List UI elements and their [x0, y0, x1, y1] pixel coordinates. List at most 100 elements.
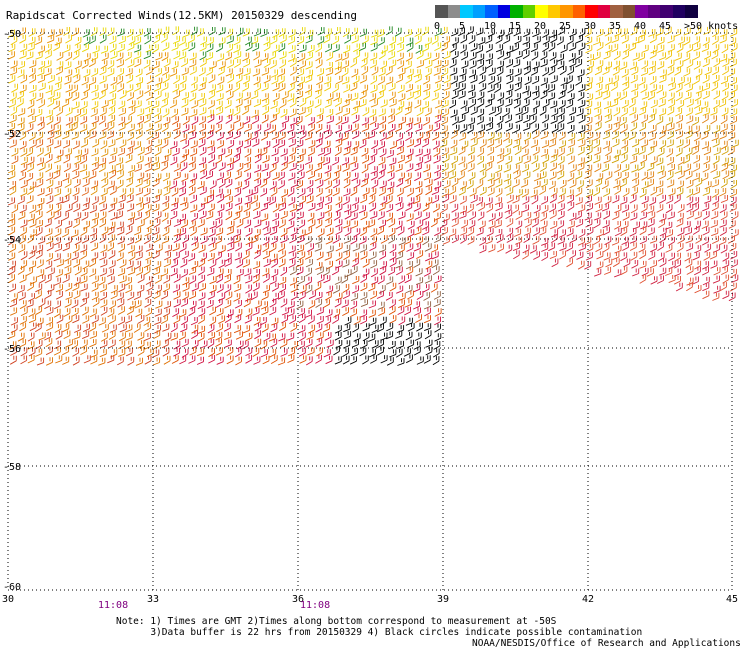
wind-barb [720, 282, 727, 291]
wind-barb [127, 291, 135, 301]
wind-barb [236, 140, 243, 150]
wind-barb [126, 260, 134, 270]
wind-barb [7, 51, 15, 60]
wind-barb [434, 227, 441, 237]
wind-barb [334, 147, 342, 157]
wind-barb [575, 171, 583, 180]
wind-barb [380, 235, 388, 244]
wind-barb [117, 298, 125, 308]
wind-barb [677, 204, 685, 213]
wind-barb [242, 211, 250, 220]
wind-barb [243, 140, 251, 149]
wind-barb [691, 117, 699, 126]
wind-barb [63, 163, 71, 173]
wind-barb [144, 35, 152, 45]
wind-barb [108, 155, 116, 164]
wind-barb [702, 203, 710, 212]
wind-barb [234, 171, 242, 180]
wind-barb [677, 170, 685, 180]
wind-barb [539, 227, 547, 236]
wind-barb [26, 195, 34, 204]
wind-barb [378, 141, 385, 150]
wind-barb [305, 61, 313, 70]
wind-barb [370, 75, 377, 85]
wind-barb [487, 76, 495, 85]
wind-barb [133, 83, 141, 92]
wind-barb [343, 220, 351, 229]
wind-barb [298, 314, 306, 324]
wind-barb [9, 67, 18, 76]
wind-barb [209, 61, 217, 70]
wind-barb [514, 146, 522, 156]
wind-barb [162, 196, 170, 205]
wind-barb [710, 107, 718, 116]
wind-barb [693, 61, 701, 70]
wind-barb [73, 203, 81, 213]
wind-barb [110, 212, 118, 221]
wind-barb [686, 115, 694, 124]
wind-barb [433, 67, 441, 76]
wind-barb [368, 283, 376, 292]
wind-barb [90, 108, 98, 117]
wind-barb [83, 36, 91, 46]
wind-barb [515, 211, 523, 220]
wind-barb [173, 163, 181, 172]
wind-barb [487, 93, 495, 102]
wind-barb [244, 133, 252, 142]
wind-barb [531, 51, 539, 61]
wind-barb [325, 212, 332, 222]
wind-barb [161, 212, 169, 222]
wind-barb [36, 92, 44, 102]
wind-barb [532, 85, 540, 94]
wind-barb [575, 59, 583, 68]
colorbar-label: 40 [634, 21, 647, 32]
wind-barb [117, 68, 124, 77]
wind-barb [297, 235, 305, 244]
wind-barb [56, 149, 64, 158]
wind-barb [298, 27, 306, 36]
wind-barb [434, 308, 442, 317]
wind-barb [352, 75, 360, 85]
wind-barb [335, 106, 343, 116]
wind-barb [189, 66, 197, 76]
wind-barb [271, 131, 279, 140]
wind-barb [396, 340, 404, 349]
wind-barb [468, 220, 476, 229]
wind-barb [306, 331, 314, 340]
wind-barb [711, 228, 719, 237]
wind-barb [713, 90, 720, 100]
wind-barb [37, 188, 45, 197]
wind-barb [305, 259, 313, 268]
wind-barb [263, 172, 271, 181]
wind-barb [20, 355, 28, 365]
wind-barb [506, 234, 514, 243]
wind-barb [133, 44, 142, 53]
wind-barb [299, 332, 306, 342]
wind-barb [152, 156, 160, 166]
wind-barb [396, 146, 404, 156]
wind-barb [443, 51, 451, 60]
wind-barb [317, 36, 325, 45]
wind-barb [209, 259, 217, 269]
wind-barb [602, 243, 610, 253]
wind-barb [414, 28, 422, 37]
wind-barb [119, 324, 127, 333]
wind-barb [269, 276, 277, 285]
wind-barb [254, 219, 262, 228]
wind-barb [72, 347, 80, 357]
wind-barb [416, 322, 423, 332]
wind-barb [134, 36, 142, 46]
wind-barb [406, 139, 414, 148]
wind-barb [362, 132, 370, 141]
wind-barb [136, 155, 144, 165]
wind-barb [451, 116, 459, 126]
wind-barb [308, 290, 316, 300]
wind-barb [250, 187, 259, 196]
wind-barb [55, 330, 63, 340]
wind-barb [110, 77, 118, 86]
wind-barb [233, 44, 241, 54]
wind-barb [106, 130, 114, 140]
wind-barb [116, 75, 124, 85]
wind-barb [74, 109, 81, 118]
wind-barb [225, 211, 233, 221]
